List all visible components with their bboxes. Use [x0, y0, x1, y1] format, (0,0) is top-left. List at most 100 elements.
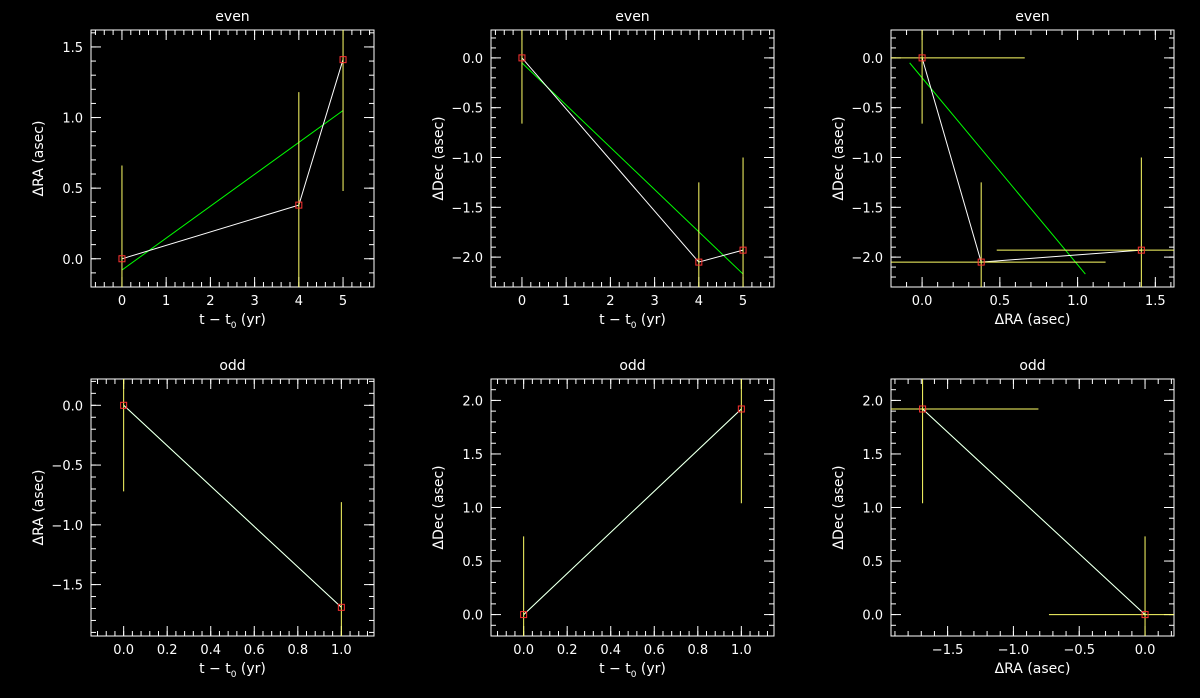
- axes-frame: [890, 378, 1175, 637]
- x-tick-label: −1.0: [998, 643, 1030, 658]
- panel-1: 0 1 2 3 4 5 0.0 0.5 1.0 1.5 even t − t0 (yr) ΔRA (as…: [31, 9, 375, 331]
- x-tick-label: 0.8: [287, 643, 308, 658]
- x-tick-label: 4: [295, 294, 303, 309]
- plot-area: [118, 30, 347, 287]
- y-tick-label: 0.0: [462, 609, 483, 624]
- x-tick-label: 4: [695, 294, 703, 309]
- data-line: [121, 59, 344, 260]
- data-line: [123, 404, 342, 608]
- x-axis-label: ΔRA (asec): [995, 661, 1071, 677]
- data-point: [520, 611, 528, 619]
- x-tick-label: −1.5: [932, 643, 964, 658]
- x-tick-label: 0.6: [244, 643, 265, 658]
- y-axis-label: ΔRA (asec): [31, 470, 47, 546]
- x-tick-label: 0: [518, 294, 526, 309]
- y-tick-label: 0.5: [862, 555, 883, 570]
- y-tick-label: −2.0: [851, 251, 883, 266]
- data-point: [1141, 611, 1149, 619]
- data-point: [518, 54, 526, 62]
- data-line: [921, 57, 1142, 263]
- x-tick-label: 3: [650, 294, 658, 309]
- panel-title: odd: [1019, 358, 1045, 374]
- data-point: [977, 258, 985, 266]
- y-tick-label: 1.0: [862, 502, 883, 517]
- plot-area: [120, 379, 345, 636]
- x-axis-label: t − t0 (yr): [599, 661, 666, 680]
- panel-4: 0.0 0.2 0.4 0.6 0.8 1.0 −1.5 −1.0 −0.5 0.0 odd t − …: [31, 358, 375, 680]
- y-tick-label: 0.5: [62, 182, 83, 197]
- x-tick-label: 1.0: [731, 643, 752, 658]
- y-tick-label: −1.5: [51, 579, 83, 594]
- x-axis-label: t − t0 (yr): [199, 661, 266, 680]
- x-tick-label: 0.6: [644, 643, 665, 658]
- x-tick-label: 1.5: [1145, 294, 1166, 309]
- panel-6: −1.5 −1.0 −0.5 0.0 0.0 0.5 1.0 1.5 2.0 odd ΔRA (as…: [831, 358, 1175, 677]
- data-line: [521, 57, 744, 263]
- panel-title: even: [1015, 9, 1049, 25]
- x-tick-label: 1: [162, 294, 170, 309]
- x-tick-label: 5: [739, 294, 747, 309]
- y-tick-label: 0.5: [462, 555, 483, 570]
- data-point: [339, 56, 347, 64]
- y-tick-label: −2.0: [451, 251, 483, 266]
- x-tick-label: 0.8: [687, 643, 708, 658]
- y-tick-label: −1.0: [51, 519, 83, 534]
- x-tick-label: 2: [206, 294, 214, 309]
- axes-frame: [890, 29, 1175, 288]
- y-tick-label: −0.5: [451, 102, 483, 117]
- y-axis-label: ΔRA (asec): [31, 121, 47, 197]
- x-tick-label: 0.4: [200, 643, 221, 658]
- x-tick-label: 0.0: [912, 294, 933, 309]
- x-tick-label: 0.4: [600, 643, 621, 658]
- y-tick-label: 1.0: [462, 502, 483, 517]
- y-tick-label: 0.0: [862, 609, 883, 624]
- x-axis-label: t − t0 (yr): [599, 312, 666, 331]
- panel-5: 0.0 0.2 0.4 0.6 0.8 1.0 0.0 0.5 1.0 1.5 2.0 odd t − …: [431, 358, 775, 680]
- y-tick-label: −0.5: [851, 102, 883, 117]
- panel-title: even: [215, 9, 249, 25]
- plot-area: [891, 379, 1174, 636]
- y-axis-label: ΔDec (asec): [831, 465, 847, 549]
- x-tick-label: 0.0: [1135, 643, 1156, 658]
- x-axis-label: t − t0 (yr): [199, 312, 266, 331]
- y-tick-label: 0.0: [862, 52, 883, 67]
- y-tick-label: −1.5: [451, 201, 483, 216]
- fit-line: [909, 62, 1086, 275]
- y-tick-label: 2.0: [862, 394, 883, 409]
- fit-line: [121, 110, 344, 271]
- y-axis-label: ΔDec (asec): [431, 465, 447, 549]
- plot-area: [520, 379, 745, 636]
- x-tick-label: 5: [339, 294, 347, 309]
- y-axis-label: ΔDec (asec): [831, 116, 847, 200]
- data-point: [737, 405, 745, 413]
- y-tick-label: −0.5: [51, 459, 83, 474]
- plot-area: [518, 30, 747, 287]
- x-tick-label: 0: [118, 294, 126, 309]
- y-tick-label: 1.5: [462, 448, 483, 463]
- x-tick-label: 0.0: [513, 643, 534, 658]
- data-point: [919, 405, 927, 413]
- x-tick-label: 1.0: [1067, 294, 1088, 309]
- y-tick-label: 1.5: [62, 41, 83, 56]
- panel-title: even: [615, 9, 649, 25]
- data-point: [695, 258, 703, 266]
- y-tick-label: −1.0: [851, 152, 883, 167]
- y-tick-label: 0.0: [62, 399, 83, 414]
- panel-2: 0 1 2 3 4 5 −2.0 −1.5 −1.0 −0.5 0.0 even t − t0 (yr)…: [431, 9, 775, 331]
- data-line: [922, 408, 1146, 615]
- y-tick-label: −1.5: [851, 201, 883, 216]
- panel-3: 0.0 0.5 1.0 1.5 −2.0 −1.5 −1.0 −0.5 0.0 even ΔRA (…: [831, 9, 1175, 328]
- data-line: [523, 408, 742, 615]
- axes-frame: [490, 29, 775, 288]
- y-tick-label: −1.0: [451, 152, 483, 167]
- x-tick-label: 0.2: [557, 643, 578, 658]
- data-point: [739, 246, 747, 254]
- data-point: [918, 54, 926, 62]
- y-axis-label: ΔDec (asec): [431, 116, 447, 200]
- data-point: [337, 603, 345, 611]
- x-tick-label: 0.2: [157, 643, 178, 658]
- x-tick-label: −0.5: [1063, 643, 1095, 658]
- data-point: [295, 201, 303, 209]
- x-tick-label: 1.0: [331, 643, 352, 658]
